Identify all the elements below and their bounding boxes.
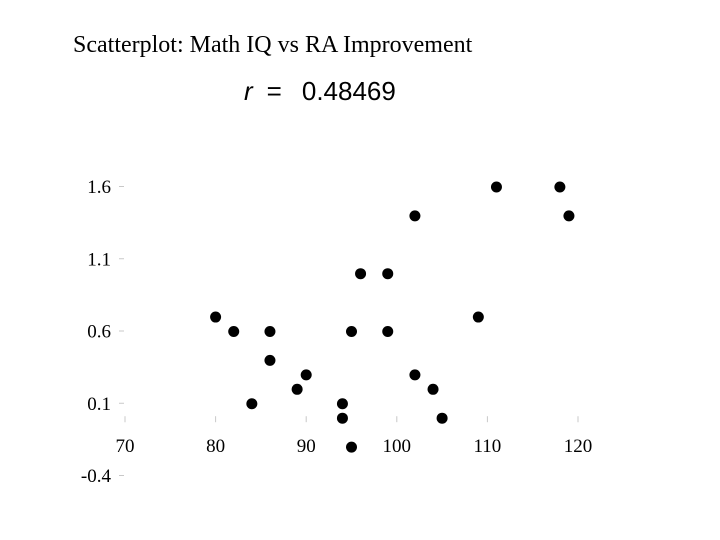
- data-point: [210, 311, 222, 323]
- y-tick-label: -0.4: [81, 466, 112, 487]
- correlation-value: 0.48469: [301, 76, 396, 106]
- y-axis-ticks: -0.4 0.1 0.6 1.1 1.6: [81, 177, 124, 487]
- data-point: [264, 354, 276, 366]
- y-tick-label: 1.6: [87, 177, 111, 198]
- data-point: [554, 181, 566, 193]
- data-point: [291, 383, 303, 395]
- data-point: [246, 398, 258, 410]
- data-point: [409, 210, 421, 222]
- data-point: [264, 326, 276, 337]
- y-tick-label: 1.1: [87, 249, 111, 270]
- correlation-symbol: r: [244, 76, 253, 106]
- y-tick-label: 0.1: [87, 394, 111, 415]
- data-point: [382, 326, 394, 337]
- x-tick-label: 100: [383, 436, 412, 457]
- x-tick-label: 120: [564, 436, 593, 457]
- data-point: [336, 398, 348, 410]
- x-tick-label: 80: [206, 436, 225, 457]
- x-axis-ticks: 70 80 90 100 110 120: [116, 416, 593, 457]
- x-tick-label: 110: [474, 436, 502, 457]
- x-tick-label: 90: [297, 436, 316, 457]
- data-point: [382, 268, 394, 280]
- data-point: [409, 369, 421, 381]
- data-point: [563, 210, 575, 222]
- data-point: [472, 311, 484, 323]
- y-tick-label: 0.6: [87, 322, 111, 343]
- data-point: [300, 369, 312, 381]
- data-point: [427, 383, 439, 395]
- data-point: [355, 268, 367, 280]
- data-point: [436, 412, 448, 424]
- data-point: [228, 326, 240, 337]
- data-point: [336, 412, 348, 424]
- correlation-equals: =: [266, 76, 282, 106]
- chart-title: Scatterplot: Math IQ vs RA Improvement: [73, 32, 473, 58]
- data-point: [346, 441, 357, 453]
- data-points: [210, 181, 575, 453]
- data-point: [490, 181, 502, 193]
- correlation-label: r = 0.48469: [244, 76, 396, 107]
- data-point: [346, 326, 357, 337]
- x-tick-label: 70: [116, 436, 135, 457]
